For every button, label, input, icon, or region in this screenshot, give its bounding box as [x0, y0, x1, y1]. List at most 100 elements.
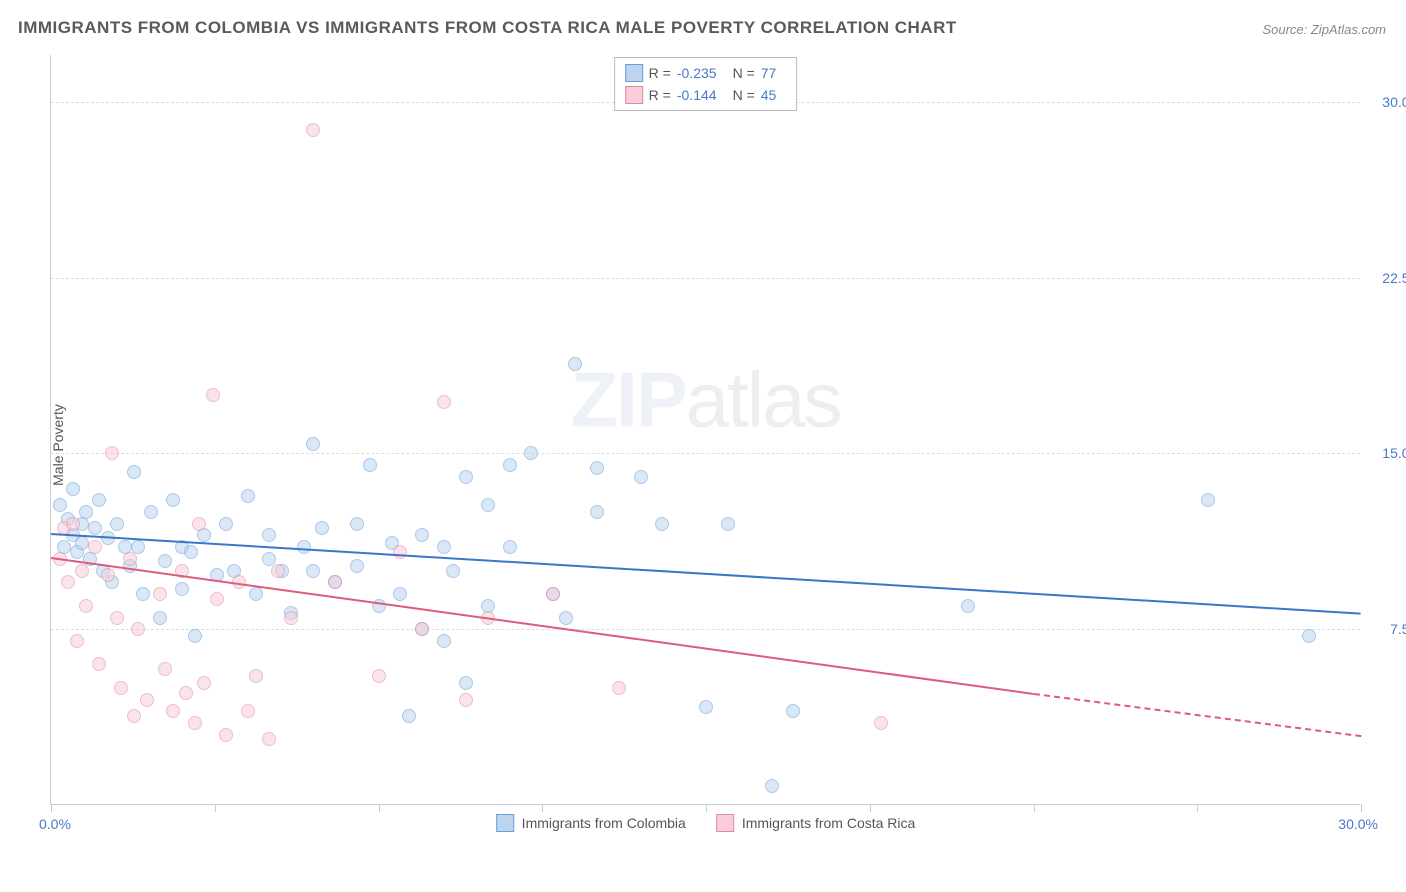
data-point — [66, 482, 80, 496]
trend-line — [51, 557, 1034, 695]
x-tick — [542, 804, 543, 812]
gridline — [51, 278, 1360, 279]
legend-swatch-1 — [625, 86, 643, 104]
x-tick — [1034, 804, 1035, 812]
y-tick-label: 22.5% — [1367, 270, 1406, 286]
data-point — [79, 599, 93, 613]
x-tick — [1361, 804, 1362, 812]
data-point — [210, 592, 224, 606]
data-point — [123, 552, 137, 566]
data-point — [92, 657, 106, 671]
y-tick-label: 7.5% — [1367, 621, 1406, 637]
x-tick — [215, 804, 216, 812]
gridline — [51, 629, 1360, 630]
x-axis-max: 30.0% — [1338, 816, 1378, 832]
gridline — [51, 453, 1360, 454]
x-tick — [706, 804, 707, 812]
chart-container: Male Poverty ZIPatlas R = -0.235 N = 77 … — [45, 55, 1385, 835]
legend-item-1: Immigrants from Costa Rica — [716, 814, 915, 832]
x-tick — [870, 804, 871, 812]
data-point — [188, 716, 202, 730]
data-point — [634, 470, 648, 484]
r-value-0: -0.235 — [677, 62, 717, 84]
data-point — [184, 545, 198, 559]
plot-area: ZIPatlas R = -0.235 N = 77 R = -0.144 N … — [50, 55, 1360, 805]
data-point — [166, 704, 180, 718]
legend-label-1: Immigrants from Costa Rica — [742, 815, 915, 831]
data-point — [271, 564, 285, 578]
data-point — [262, 732, 276, 746]
source-label: Source: ZipAtlas.com — [1262, 22, 1386, 37]
data-point — [961, 599, 975, 613]
data-point — [874, 716, 888, 730]
data-point — [568, 357, 582, 371]
legend-label-0: Immigrants from Colombia — [522, 815, 686, 831]
data-point — [131, 622, 145, 636]
data-point — [721, 517, 735, 531]
data-point — [655, 517, 669, 531]
data-point — [262, 528, 276, 542]
legend-swatch-0 — [625, 64, 643, 82]
data-point — [153, 587, 167, 601]
data-point — [459, 470, 473, 484]
data-point — [105, 446, 119, 460]
data-point — [503, 540, 517, 554]
data-point — [459, 693, 473, 707]
data-point — [158, 554, 172, 568]
r-label-1: R = — [649, 84, 671, 106]
data-point — [140, 693, 154, 707]
data-point — [92, 493, 106, 507]
data-point — [61, 575, 75, 589]
stats-row-0: R = -0.235 N = 77 — [625, 62, 787, 84]
data-point — [415, 528, 429, 542]
data-point — [188, 629, 202, 643]
data-point — [110, 517, 124, 531]
data-point — [1201, 493, 1215, 507]
data-point — [459, 676, 473, 690]
data-point — [559, 611, 573, 625]
watermark-bold: ZIP — [570, 355, 685, 443]
data-point — [306, 123, 320, 137]
y-tick-label: 15.0% — [1367, 445, 1406, 461]
r-label-0: R = — [649, 62, 671, 84]
data-point — [197, 676, 211, 690]
x-axis-min: 0.0% — [39, 816, 71, 832]
data-point — [415, 622, 429, 636]
data-point — [192, 517, 206, 531]
x-tick — [379, 804, 380, 812]
data-point — [546, 587, 560, 601]
data-point — [481, 498, 495, 512]
data-point — [402, 709, 416, 723]
trend-line-dashed — [1033, 693, 1361, 737]
watermark: ZIPatlas — [570, 354, 840, 445]
data-point — [75, 536, 89, 550]
data-point — [249, 669, 263, 683]
data-point — [437, 395, 451, 409]
data-point — [306, 437, 320, 451]
bottom-legend: Immigrants from Colombia Immigrants from… — [496, 814, 916, 832]
data-point — [328, 575, 342, 589]
data-point — [437, 540, 451, 554]
n-value-1: 45 — [761, 84, 777, 106]
data-point — [241, 489, 255, 503]
data-point — [350, 517, 364, 531]
data-point — [590, 505, 604, 519]
data-point — [1302, 629, 1316, 643]
data-point — [53, 498, 67, 512]
data-point — [393, 587, 407, 601]
data-point — [699, 700, 713, 714]
data-point — [175, 582, 189, 596]
data-point — [446, 564, 460, 578]
data-point — [79, 505, 93, 519]
legend-item-0: Immigrants from Colombia — [496, 814, 686, 832]
stats-row-1: R = -0.144 N = 45 — [625, 84, 787, 106]
x-tick — [1197, 804, 1198, 812]
data-point — [765, 779, 779, 793]
data-point — [179, 686, 193, 700]
n-value-0: 77 — [761, 62, 777, 84]
data-point — [786, 704, 800, 718]
data-point — [437, 634, 451, 648]
data-point — [70, 634, 84, 648]
data-point — [284, 611, 298, 625]
x-tick — [51, 804, 52, 812]
